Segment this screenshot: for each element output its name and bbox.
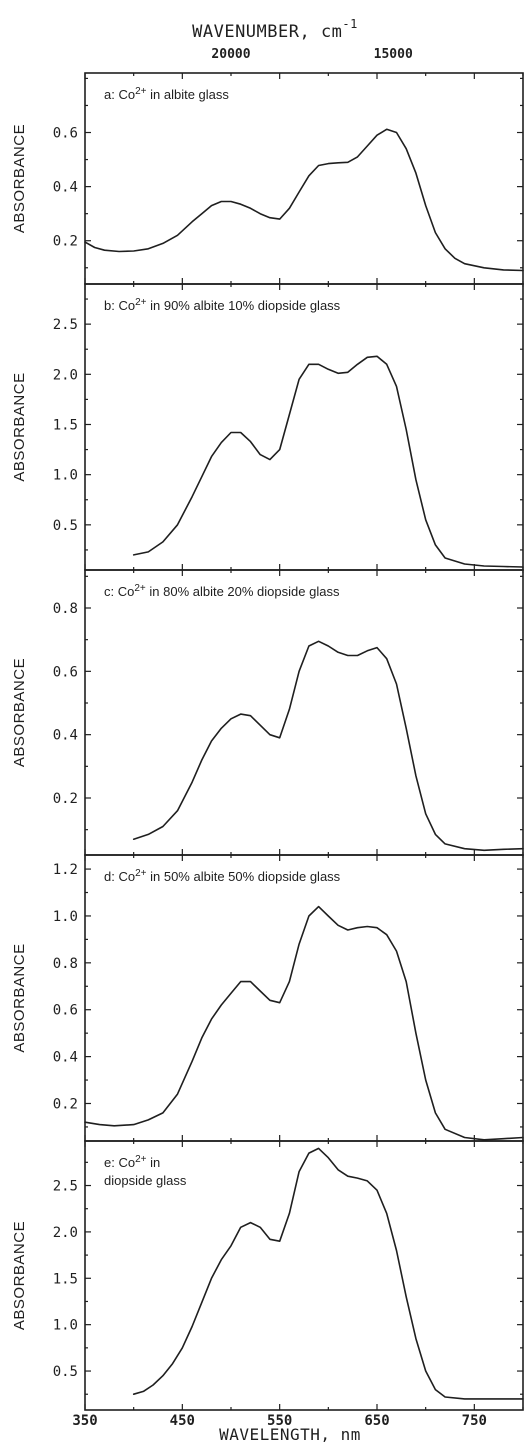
annotation-text: in 80% albite 20% diopside glass xyxy=(146,584,340,599)
top-axis-ticks: 20000 15000 xyxy=(211,47,413,62)
annotation-charge: 2+ xyxy=(135,86,147,97)
bottom-axis-tick-label: 550 xyxy=(267,1413,292,1429)
panel-d-ytick-label: 1.2 xyxy=(53,862,78,878)
annotation-ion: Co xyxy=(118,87,135,102)
bottom-axis-label: WAVELENGTH, nm xyxy=(219,1425,361,1444)
panel-b-ytick-label: 2.0 xyxy=(53,367,78,383)
annotation-text: in 90% albite 10% diopside glass xyxy=(147,298,341,313)
panel-c-frame xyxy=(84,569,524,856)
panel-b-ylabel: ABSORBANCE xyxy=(11,372,28,481)
panel-a-frame xyxy=(84,72,524,285)
panel-c-annotation: c: Co2+ in 80% albite 20% diopside glass xyxy=(104,583,340,599)
annotation-charge: 2+ xyxy=(135,297,147,308)
panel-a-spectrum-line xyxy=(84,128,524,272)
panel-c-ytick-label: 0.4 xyxy=(53,728,78,744)
panel-b-ytick-label: 1.5 xyxy=(53,417,78,433)
annotation-ion: Co xyxy=(118,584,135,599)
annotation-text: in 50% albite 50% diopside glass xyxy=(147,869,341,884)
panel-d: 0.2 0.4 0.6 0.8 1.0 1.2 ABSORBANCE d: Co2+ in 5… xyxy=(11,854,524,1142)
panel-e-ytick-label: 2.5 xyxy=(53,1179,78,1195)
bottom-axis-tick-label: 350 xyxy=(72,1413,97,1429)
panel-a-ytick-label: 0.4 xyxy=(53,180,78,196)
panel-d-frame xyxy=(84,854,524,1142)
annotation-text: in albite glass xyxy=(147,87,230,102)
panel-b-spectrum-line xyxy=(132,355,524,568)
panel-d-ytick-label: 0.2 xyxy=(53,1096,78,1112)
bottom-axis-tick-label: 450 xyxy=(170,1413,195,1429)
annotation-charge: 2+ xyxy=(135,1154,147,1165)
annotation-prefix: b: xyxy=(104,298,118,313)
annotation-ion: Co xyxy=(118,1155,135,1170)
panel-c: 0.2 0.4 0.6 0.8 ABSORBANCE c: Co2+ in 80% alb… xyxy=(11,569,524,856)
annotation-ion: Co xyxy=(118,869,135,884)
panel-a: 0.2 0.4 0.6 ABSORBANCE a: Co2+ in albite gla… xyxy=(11,72,524,285)
top-axis-tick-label: 20000 xyxy=(211,47,250,62)
annotation-prefix: a: xyxy=(104,87,118,102)
panel-d-ylabel: ABSORBANCE xyxy=(11,943,28,1052)
panel-e-ytick-label: 2.0 xyxy=(53,1225,78,1241)
panel-c-ytick-label: 0.8 xyxy=(53,601,78,617)
bottom-axis-ticks: 350 450 550 650 750 xyxy=(72,1413,487,1429)
panel-d-ytick-label: 0.4 xyxy=(53,1050,78,1066)
panel-b-ytick-label: 0.5 xyxy=(53,518,78,534)
annotation-ion: Co xyxy=(118,298,135,313)
panel-e-annotation: e: Co2+ in xyxy=(104,1154,160,1170)
annotation-prefix: c: xyxy=(104,584,118,599)
panel-d-annotation: d: Co2+ in 50% albite 50% diopside glass xyxy=(104,868,341,884)
annotation-prefix: d: xyxy=(104,869,118,884)
panel-b-ytick-label: 1.0 xyxy=(53,468,78,484)
panel-d-ytick-label: 0.6 xyxy=(53,1003,78,1019)
panel-e-ytick-label: 1.0 xyxy=(53,1318,78,1334)
panel-c-ylabel: ABSORBANCE xyxy=(11,658,28,767)
panel-e-ytick-label: 1.5 xyxy=(53,1271,78,1287)
panel-e-ylabel: ABSORBANCE xyxy=(11,1221,28,1330)
annotation-prefix: e: xyxy=(104,1155,118,1170)
panel-d-ytick-label: 0.8 xyxy=(53,956,78,972)
panel-e-frame xyxy=(84,1140,524,1411)
panel-e: 0.5 1.0 1.5 2.0 2.5 ABSORBANCE e: Co2+ in diops… xyxy=(11,1140,524,1411)
panel-a-ytick-label: 0.6 xyxy=(53,126,78,142)
panel-b-annotation: b: Co2+ in 90% albite 10% diopside glass xyxy=(104,297,341,313)
panel-b-frame xyxy=(84,283,524,571)
annotation-charge: 2+ xyxy=(134,583,146,594)
top-axis-label-exponent: -1 xyxy=(342,17,357,31)
panel-b-ytick-label: 2.5 xyxy=(53,317,78,333)
panel-b: 0.5 1.0 1.5 2.0 2.5 ABSORBANCE b: Co2+ in 90% … xyxy=(11,283,524,571)
top-axis-tick-label: 15000 xyxy=(374,47,413,62)
top-axis-label: WAVENUMBER, cm-1 xyxy=(192,17,358,42)
panel-d-ytick-label: 1.0 xyxy=(53,909,78,925)
annotation-charge: 2+ xyxy=(135,868,147,879)
panel-a-ytick-label: 0.2 xyxy=(53,234,78,250)
bottom-axis-tick-label: 750 xyxy=(462,1413,487,1429)
panel-e-annotation-line2: diopside glass xyxy=(104,1173,187,1188)
panel-c-spectrum-line xyxy=(132,640,524,852)
annotation-text: in xyxy=(147,1155,161,1170)
panel-e-ytick-label: 0.5 xyxy=(53,1364,78,1380)
panel-c-ytick-label: 0.2 xyxy=(53,791,78,807)
panel-a-annotation: a: Co2+ in albite glass xyxy=(104,86,229,102)
bottom-axis-tick-label: 650 xyxy=(364,1413,389,1429)
panel-d-spectrum-line xyxy=(84,905,524,1141)
panel-c-ytick-label: 0.6 xyxy=(53,664,78,680)
panel-a-ylabel: ABSORBANCE xyxy=(11,124,28,233)
panel-e-spectrum-line xyxy=(132,1147,524,1400)
